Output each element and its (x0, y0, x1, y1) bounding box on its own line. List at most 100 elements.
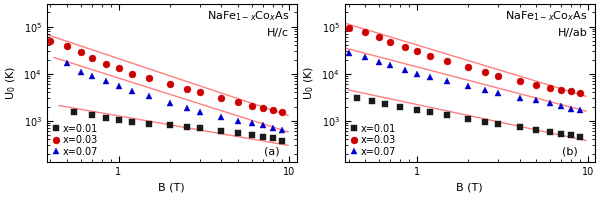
x=0.07 (546, 102, 553, 104)
X-axis label: B (T): B (T) (456, 183, 483, 193)
Legend: x=0.01, x=0.03, x=0.07: x=0.01, x=0.03, x=0.07 (350, 123, 397, 158)
x=0.01 (397, 105, 404, 108)
x=0.03 (234, 101, 241, 103)
x=0.07 (375, 60, 382, 63)
x=0.03 (63, 45, 71, 47)
x=0.03 (401, 46, 408, 48)
Text: NaFe$_{1-x}$Co$_x$As
H//ab: NaFe$_{1-x}$Co$_x$As H//ab (505, 9, 587, 37)
x=0.01 (464, 118, 471, 120)
x=0.01 (89, 114, 96, 117)
x=0.01 (196, 127, 204, 129)
Line: x=0.03: x=0.03 (345, 24, 583, 96)
x=0.01 (278, 140, 285, 142)
Text: NaFe$_{1-x}$Co$_x$As
H//c: NaFe$_{1-x}$Co$_x$As H//c (207, 9, 289, 37)
x=0.01 (103, 117, 110, 119)
x=0.07 (234, 120, 241, 122)
x=0.03 (481, 71, 488, 73)
x=0.03 (443, 59, 450, 62)
x=0.03 (495, 75, 502, 77)
x=0.01 (558, 133, 565, 135)
x=0.03 (375, 36, 382, 38)
x=0.03 (259, 106, 267, 109)
x=0.07 (103, 80, 110, 82)
x=0.01 (183, 125, 190, 128)
x=0.07 (196, 111, 204, 114)
x=0.07 (401, 69, 408, 71)
x=0.07 (516, 96, 523, 99)
x=0.07 (259, 124, 267, 126)
x=0.01 (128, 121, 135, 123)
x=0.01 (218, 130, 225, 132)
x=0.01 (248, 134, 255, 137)
x=0.07 (362, 56, 369, 58)
x=0.07 (145, 95, 152, 98)
x=0.01 (516, 126, 523, 128)
x=0.01 (576, 135, 583, 138)
x=0.07 (218, 116, 225, 118)
x=0.07 (248, 122, 255, 124)
x=0.03 (464, 66, 471, 68)
x=0.03 (47, 40, 54, 42)
x=0.07 (567, 108, 574, 110)
x=0.01 (145, 122, 152, 125)
x=0.03 (218, 97, 225, 99)
Line: x=0.03: x=0.03 (47, 37, 285, 116)
x=0.03 (558, 89, 565, 91)
x=0.03 (196, 91, 204, 94)
x=0.07 (115, 85, 122, 87)
x=0.01 (354, 97, 361, 99)
x=0.07 (386, 64, 394, 67)
x=0.03 (546, 87, 553, 89)
x=0.07 (77, 71, 84, 73)
x=0.03 (426, 55, 434, 57)
x=0.03 (270, 109, 277, 111)
x=0.07 (183, 106, 190, 109)
x=0.03 (248, 104, 255, 107)
x=0.07 (278, 128, 285, 131)
x=0.07 (558, 104, 565, 107)
x=0.01 (533, 128, 540, 131)
x=0.07 (533, 99, 540, 102)
x=0.03 (89, 56, 96, 59)
x=0.01 (167, 124, 174, 126)
x=0.07 (576, 109, 583, 111)
x=0.07 (167, 102, 174, 104)
x=0.01 (567, 134, 574, 137)
x=0.07 (443, 80, 450, 82)
x=0.01 (270, 137, 277, 140)
x=0.03 (386, 40, 394, 43)
x=0.07 (481, 89, 488, 91)
Y-axis label: U$_0$ (K): U$_0$ (K) (302, 66, 316, 100)
x=0.03 (516, 80, 523, 82)
Text: (b): (b) (562, 146, 578, 156)
x=0.01 (546, 131, 553, 133)
Legend: x=0.01, x=0.03, x=0.07: x=0.01, x=0.03, x=0.07 (52, 123, 99, 158)
Line: x=0.01: x=0.01 (71, 109, 285, 145)
x=0.01 (481, 121, 488, 123)
x=0.07 (89, 75, 96, 77)
x=0.07 (464, 85, 471, 87)
x=0.03 (183, 87, 190, 90)
x=0.03 (77, 51, 84, 53)
x=0.07 (63, 62, 71, 64)
Text: (a): (a) (264, 146, 280, 156)
x=0.07 (495, 92, 502, 95)
x=0.01 (234, 131, 241, 134)
x=0.03 (413, 50, 420, 52)
x=0.01 (443, 114, 450, 117)
x=0.01 (71, 111, 78, 114)
x=0.07 (426, 76, 434, 78)
x=0.07 (413, 72, 420, 75)
x=0.03 (345, 26, 352, 29)
x=0.07 (270, 127, 277, 129)
x=0.01 (413, 109, 420, 111)
X-axis label: B (T): B (T) (158, 183, 185, 193)
x=0.01 (115, 119, 122, 121)
x=0.03 (115, 67, 122, 70)
x=0.07 (345, 51, 352, 54)
x=0.01 (368, 100, 376, 102)
x=0.01 (495, 123, 502, 125)
x=0.01 (259, 136, 267, 138)
Y-axis label: U$_0$ (K): U$_0$ (K) (4, 66, 18, 100)
x=0.03 (103, 63, 110, 65)
